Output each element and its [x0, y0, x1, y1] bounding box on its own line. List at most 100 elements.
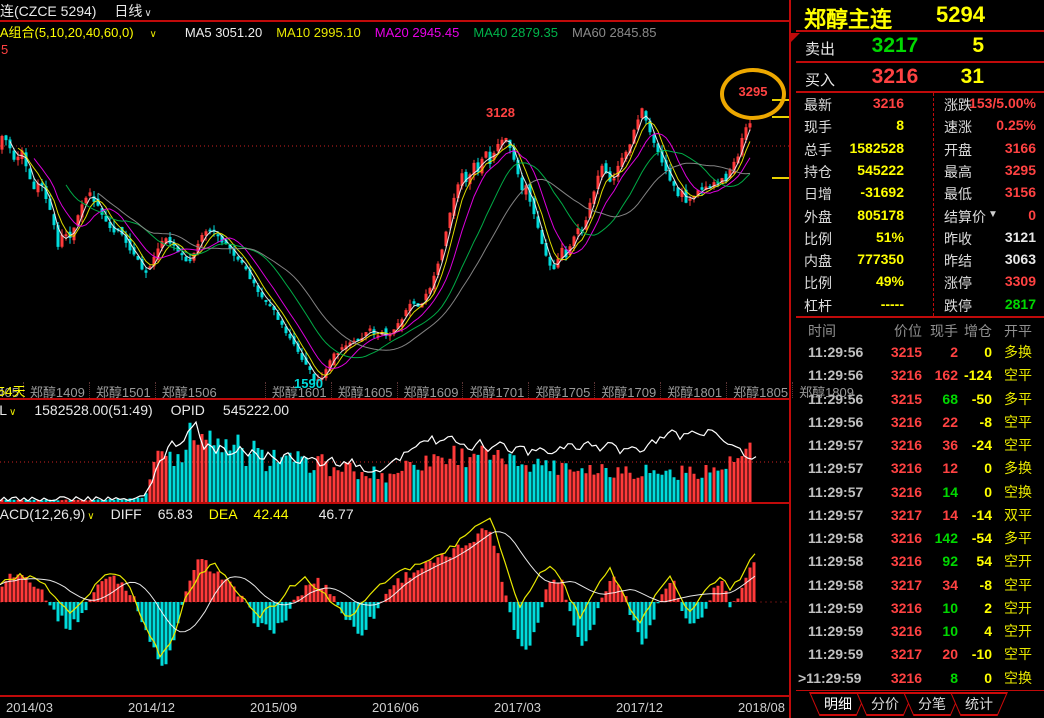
contract-tab-item[interactable]: 郑醇1709 [594, 382, 660, 398]
chart-titlebar: 连(CZCE 5294) 日线 ∨ [0, 1, 152, 20]
panel-resize-handle-icon[interactable] [791, 33, 800, 42]
contract-tab-item[interactable]: 郑醇1601 [264, 382, 331, 398]
trade-row[interactable]: 11:29:57 3216 36 -24 空平 [796, 434, 1044, 457]
trade-row[interactable]: 11:29:59 3216 10 4 空开 [796, 620, 1044, 643]
trade-price: 3215 [890, 344, 922, 360]
trade-row[interactable]: 11:29:58 3216 142 -54 多平 [796, 527, 1044, 550]
trade-volume: 10 [942, 599, 958, 616]
stat-label: 外盘 [804, 208, 832, 225]
contract-tab-item[interactable]: 郑醇1506 [154, 382, 221, 398]
contract-tab-item[interactable]: 郑醇1605 [330, 382, 397, 398]
trade-row[interactable]: 11:29:57 3216 12 0 多换 [796, 457, 1044, 480]
trade-row[interactable]: 11:29:57 3216 14 0 空换 [796, 481, 1044, 504]
stat-row: 杠杆 ----- [796, 294, 933, 316]
stat-label: 最新 [804, 97, 832, 113]
trade-price: 3217 [890, 506, 922, 523]
trade-oi-delta: -24 [971, 437, 992, 453]
trade-row[interactable]: 11:29:58 3217 34 -8 空平 [796, 574, 1044, 597]
trade-row[interactable]: 11:29:59 3217 20 -10 空平 [796, 643, 1044, 666]
stat-value: 49% [875, 273, 904, 290]
chevron-down-icon[interactable]: ▼ [988, 208, 998, 220]
trade-oi-delta: -54 [971, 530, 992, 546]
tab-明细[interactable]: 明细 [809, 692, 867, 716]
contract-tab-item[interactable]: 郑醇1705 [528, 382, 594, 398]
trade-price: 3216 [890, 553, 922, 570]
tab-label: 分价 [858, 694, 912, 714]
trade-oi-delta: 0 [984, 460, 992, 477]
contract-tab-item[interactable]: 郑醇1809 [792, 382, 858, 398]
bid-row[interactable]: 买入 3216 31 [796, 64, 1044, 92]
stat-row: 开盘 3166 [936, 138, 1044, 160]
trade-volume: 20 [942, 646, 958, 663]
contract-tabs-strip: 郑醇1405郑醇1409郑醇1501郑醇1506 郑醇1601郑醇1605郑醇16… [0, 382, 858, 398]
stat-value: 0.25% [996, 117, 1036, 134]
tab-统计[interactable]: 统计 [950, 692, 1008, 716]
trade-row[interactable]: 11:29:56 3215 68 -50 多平 [796, 388, 1044, 411]
trade-oi-delta: -14 [971, 506, 992, 523]
trade-oi-delta: -10 [971, 646, 992, 663]
trade-row[interactable]: 11:29:56 3216 22 -8 空平 [796, 411, 1044, 434]
stat-value: 3309 [1004, 273, 1036, 290]
trade-row[interactable]: 11:29:58 3216 92 54 空开 [796, 550, 1044, 573]
contract-tab-item[interactable]: 郑醇1409 [22, 382, 89, 398]
stat-value: 3295 [1004, 161, 1036, 178]
trades-col-header: 价位 [894, 323, 922, 339]
trade-row[interactable]: 11:29:56 3215 2 0 多换 [796, 341, 1044, 364]
panel-title: 郑醇主连 5294 [796, 2, 1044, 32]
divider [796, 690, 1044, 691]
trade-time: 11:29:57 [808, 460, 864, 477]
trades-col-header: 时间 [808, 323, 836, 339]
chevron-down-icon: ∨ [9, 407, 17, 418]
trade-row[interactable]: >11:29:59 3216 8 0 空换 [796, 667, 1044, 690]
tab-分笔[interactable]: 分笔 [903, 692, 961, 716]
trade-price: 3216 [890, 367, 922, 384]
trade-volume: 14 [942, 506, 958, 523]
trade-price: 3216 [890, 669, 922, 686]
trade-time: 11:29:56 [808, 367, 864, 384]
contract-tab-item[interactable]: 郑醇1701 [462, 382, 528, 398]
stat-label: 比例 [804, 230, 832, 247]
trade-time: 11:29:58 [808, 530, 864, 546]
trade-price: 3216 [890, 623, 922, 639]
tab-分价[interactable]: 分价 [856, 692, 914, 716]
trade-oi-delta: 4 [984, 623, 992, 639]
trade-volume: 14 [942, 483, 958, 500]
stat-label: 杠杆 [804, 297, 832, 314]
contract-tab-item[interactable]: 郑醇1609 [396, 382, 463, 398]
ma-indicator-bar: MA组合(5,10,20,40,60,0) ∨ MA5 3051.20 MA10 29… [0, 22, 685, 39]
trade-price: 3216 [890, 530, 922, 546]
ma-settings-dropdown[interactable]: MA组合(5,10,20,40,60,0) ∨ [0, 25, 157, 39]
contract-tab-item[interactable]: 郑醇1405 [0, 385, 19, 398]
volume-header: VOL∨ 1582528.00(51:49) OPID 545222.00 [0, 402, 289, 418]
trade-time: 11:29:57 [808, 483, 864, 500]
trade-row[interactable]: 11:29:57 3217 14 -14 双平 [796, 504, 1044, 527]
instrument-code: 5294 [936, 2, 985, 27]
trade-row[interactable]: 11:29:56 3216 162 -124 空平 [796, 364, 1044, 387]
trade-volume: 22 [942, 413, 958, 430]
trade-type: 多平 [1004, 530, 1032, 546]
panel-border[interactable] [789, 0, 791, 718]
ma-value: MA60 2845.85 [571, 25, 657, 39]
contract-tab-item[interactable]: 郑醇1801 [660, 382, 726, 398]
trade-row[interactable]: 11:29:59 3216 10 2 空开 [796, 597, 1044, 620]
period-dropdown[interactable]: 日线 ∨ [114, 3, 151, 19]
bid-qty: 31 [960, 65, 984, 88]
contract-tab-item[interactable]: 郑醇1501 [88, 382, 155, 398]
bid-label: 买入 [805, 72, 836, 89]
trade-price: 3216 [890, 413, 922, 430]
trades-col-header: 现手 [930, 323, 958, 339]
trade-type: 空开 [1004, 623, 1032, 639]
volume-dropdown[interactable]: VOL∨ [0, 402, 17, 418]
ask-row[interactable]: 卖出 3217 5 [796, 33, 1044, 61]
macd-dropdown[interactable]: MACD(12,26,9)∨ [0, 506, 95, 522]
stat-label: 结算价 [944, 208, 986, 225]
contract-tab-item[interactable]: 郑醇1805 [726, 382, 792, 398]
tab-label: 明细 [811, 694, 865, 714]
trade-time: 11:29:59 [808, 599, 864, 616]
trade-volume: 142 [934, 530, 958, 546]
ask-label: 卖出 [805, 41, 836, 58]
trade-time: 11:29:59 [808, 623, 864, 639]
stat-label: 开盘 [944, 141, 972, 158]
trade-oi-delta: -50 [971, 390, 992, 407]
ma-value: MA40 2879.35 [473, 25, 558, 39]
